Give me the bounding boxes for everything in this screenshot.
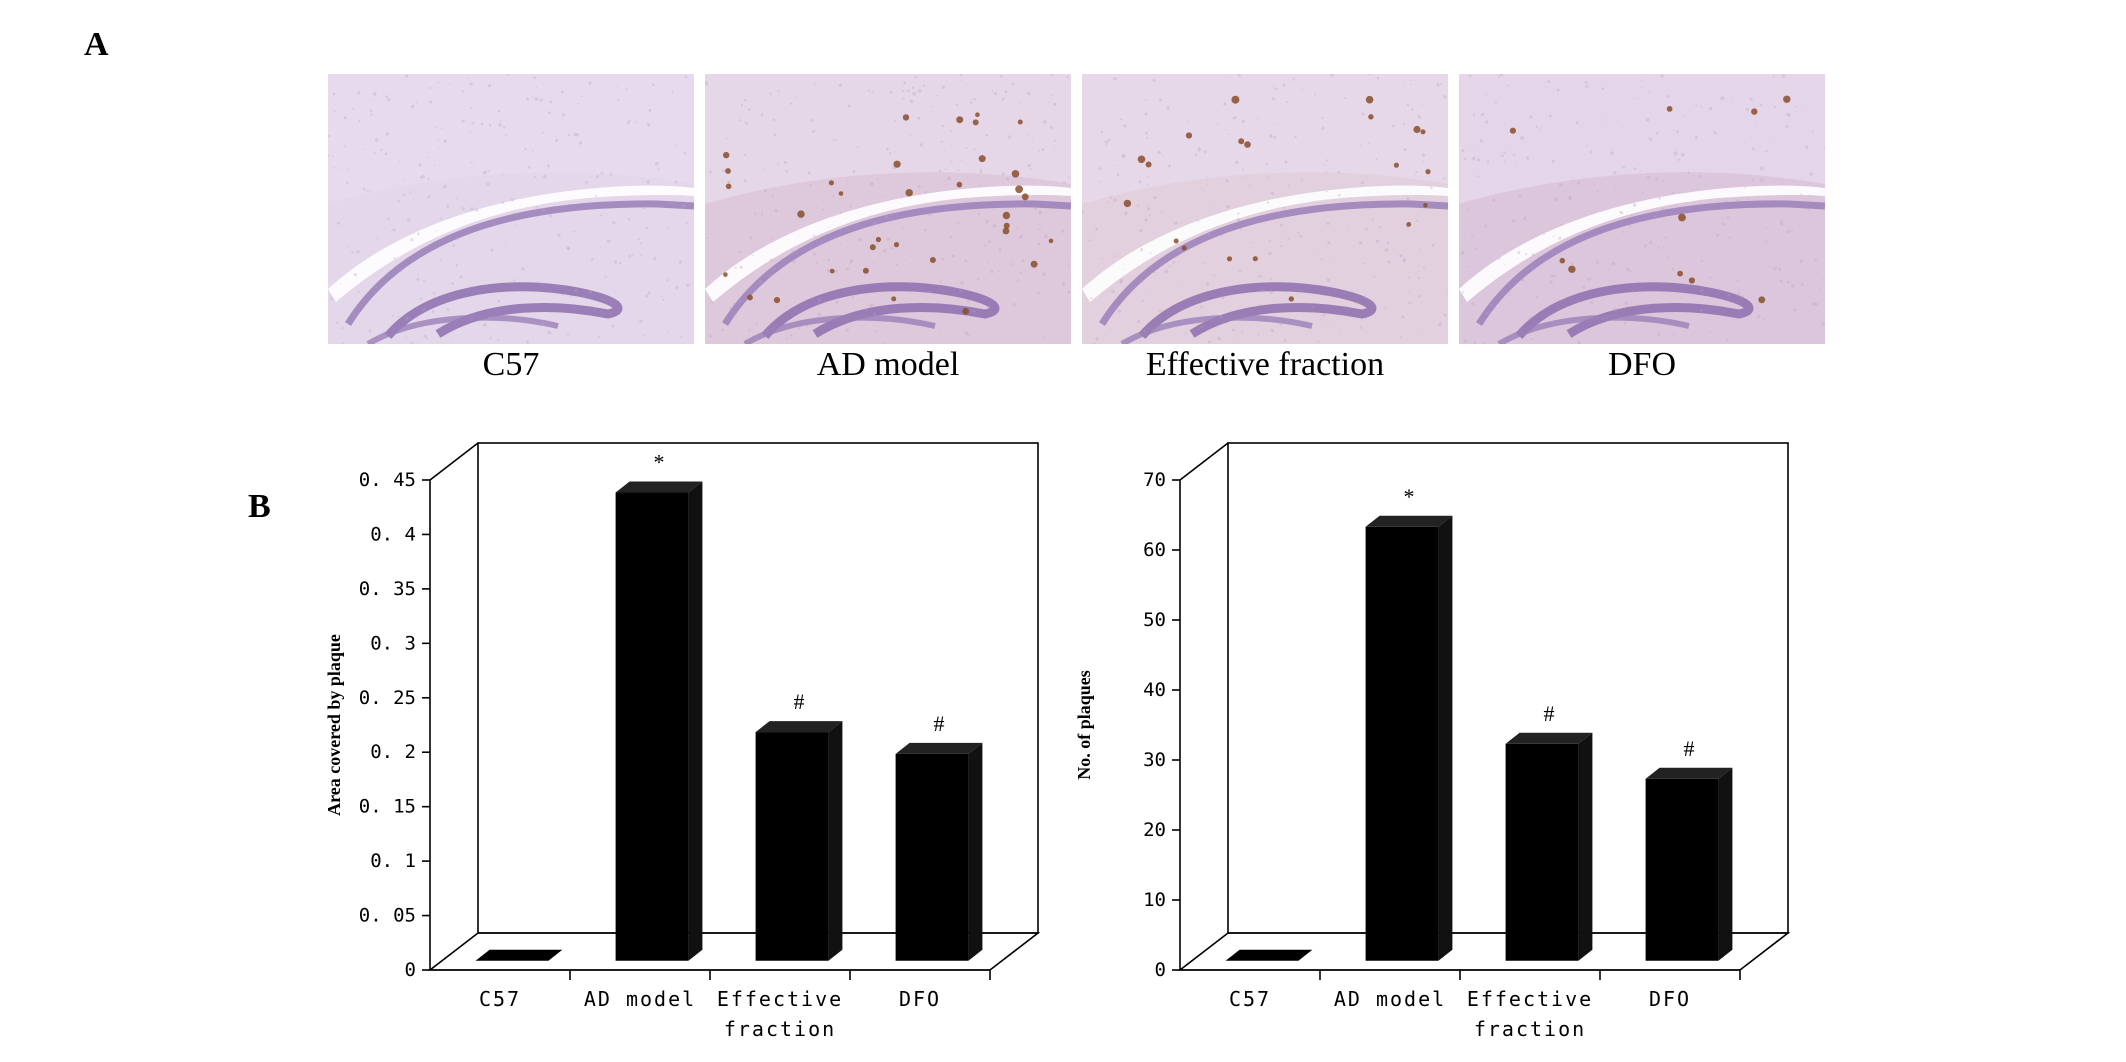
x-tick-label: Effective (717, 987, 843, 1011)
micrograph-label-c57: C57 (482, 346, 540, 383)
significance-mark: # (934, 711, 945, 736)
panel-b-label: B (248, 488, 271, 525)
y-tick-label: 0. 25 (359, 687, 416, 709)
significance-mark: # (1544, 701, 1555, 726)
bar-c57 (475, 949, 563, 961)
significance-mark: # (1684, 736, 1695, 761)
micrograph-label-dfo: DFO (1607, 346, 1677, 383)
bar-dfo (895, 742, 983, 961)
x-tick-label: DFO (899, 987, 941, 1011)
y-tick-label: 20 (1143, 819, 1166, 841)
chart-area-covered: 0 0. 05 0. 1 0. 15 0. 2 0. 25 0. 3 0. 35 0. 4 0. … (300, 440, 1060, 1060)
y-tick-label: 0. 3 (370, 632, 416, 654)
y-tick-label: 0. 1 (370, 850, 416, 872)
x-tick-label: C57 (1229, 987, 1271, 1011)
significance-mark: * (654, 450, 665, 475)
significance-mark: # (794, 689, 805, 714)
y-tick-label: 0. 35 (359, 578, 416, 600)
y-tick-label: 0 (1155, 959, 1166, 981)
x-tick-label: DFO (1649, 987, 1691, 1011)
y-tick-label: 0. 2 (370, 741, 416, 763)
y-tick-label: 60 (1143, 539, 1166, 561)
y-tick-label: 30 (1143, 749, 1166, 771)
y-axis-label: Area covered by plaque (324, 634, 344, 816)
micrograph-dfo (1459, 74, 1825, 344)
y-tick-label: 50 (1143, 609, 1166, 631)
x-tick-label: Effective (1467, 987, 1593, 1011)
x-tick-label: C57 (479, 987, 521, 1011)
bar-dfo (1645, 767, 1733, 961)
x-tick-label: AD model (1334, 987, 1446, 1011)
x-tick-label: AD model (584, 987, 696, 1011)
bar-ad-model (1365, 515, 1453, 961)
y-tick-label: 40 (1143, 679, 1166, 701)
panel-a-label: A (84, 26, 109, 63)
x-tick-label: fraction (1474, 1017, 1586, 1041)
x-tick-label: fraction (724, 1017, 836, 1041)
chart-plaque-count: 0 10 20 30 40 50 60 70 No. of plaques C57 * AD mode… (1050, 440, 1810, 1060)
micrograph-label-ad-model: AD model (816, 346, 960, 383)
micrograph-effective-fraction (1082, 74, 1448, 344)
y-tick-label: 0. 45 (359, 469, 416, 491)
micrograph-c57 (328, 74, 694, 344)
bar-effective-fraction (755, 721, 843, 961)
bar-effective-fraction (1505, 732, 1593, 961)
bar-c57 (1225, 949, 1313, 961)
micrograph-label-effective-fraction: Effective fraction (1145, 346, 1385, 383)
significance-mark: * (1404, 484, 1415, 509)
y-tick-label: 0. 15 (359, 796, 416, 818)
y-axis-label: No. of plaques (1074, 670, 1094, 780)
y-tick-label: 10 (1143, 889, 1166, 911)
y-tick-label: 0. 05 (359, 905, 416, 927)
y-tick-label: 0. 4 (370, 523, 416, 545)
bar-ad-model (615, 481, 703, 961)
y-tick-label: 70 (1143, 469, 1166, 491)
micrograph-ad-model (705, 74, 1071, 344)
y-tick-label: 0 (405, 959, 416, 981)
